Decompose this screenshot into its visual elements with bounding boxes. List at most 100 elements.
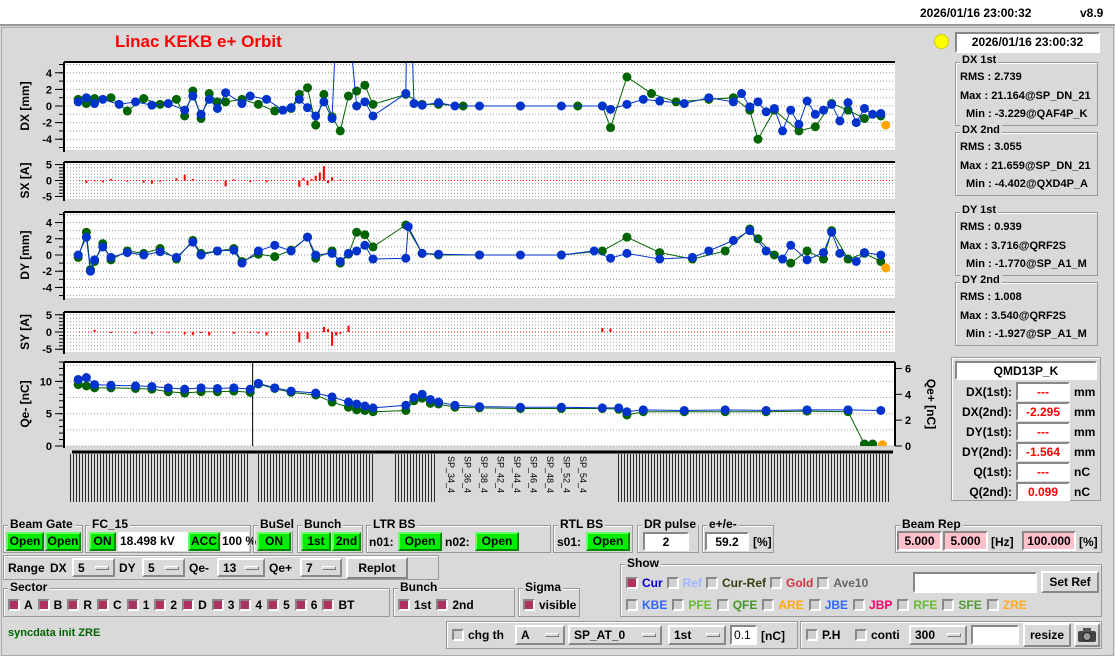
- chg-th-monitor-dropdown[interactable]: SP_AT_0: [568, 625, 662, 645]
- s01-open-button[interactable]: Open: [586, 532, 630, 551]
- sector-label: B: [53, 598, 63, 612]
- range-qe-plus-dropdown[interactable]: 7: [300, 558, 342, 577]
- steering-bar: [191, 332, 194, 336]
- sector-checkbox-4[interactable]: 4: [239, 598, 262, 612]
- chg-th-checkbox[interactable]: chg th: [452, 628, 504, 642]
- bunch-checkbox-2nd[interactable]: 2nd: [436, 598, 474, 612]
- steering-bar: [93, 329, 96, 332]
- show-checkbox-pfe[interactable]: PFE: [672, 598, 712, 612]
- y-axis-label: SY [A]: [18, 314, 32, 350]
- range-dy-dropdown[interactable]: 5: [142, 558, 185, 577]
- bunch-2nd-button[interactable]: 2nd: [332, 532, 361, 551]
- range-dy-value: 5: [148, 561, 155, 575]
- checkbox-icon: [855, 629, 867, 641]
- show-checkbox-rfe[interactable]: RFE: [897, 598, 937, 612]
- beam-rep-label: Beam Rep: [900, 517, 963, 531]
- data-point: [343, 91, 353, 101]
- conti-count-dropdown[interactable]: 300: [909, 625, 967, 645]
- show-checkbox-cur[interactable]: Cur: [626, 576, 663, 590]
- show-checkbox-gold[interactable]: Gold: [770, 576, 813, 590]
- n02-open-button[interactable]: Open: [475, 532, 519, 551]
- sector-checkbox-2[interactable]: 2: [154, 598, 177, 612]
- checkbox-icon: [808, 599, 821, 611]
- steering-bar: [339, 179, 342, 181]
- data-point: [81, 373, 91, 383]
- sector-label: C: [113, 598, 122, 612]
- set-ref-button[interactable]: Set Ref: [1041, 571, 1099, 593]
- sigma-visible-checkbox[interactable]: visible: [523, 598, 576, 612]
- sector-label: Sector: [8, 580, 50, 594]
- rtl-bs-group: RTL BS s01: Open: [553, 517, 633, 553]
- sector-checkbox-1[interactable]: 1: [126, 598, 149, 612]
- show-checkbox-ave10[interactable]: Ave10: [817, 576, 868, 590]
- data-point: [671, 97, 681, 107]
- resize-button[interactable]: resize: [1023, 623, 1071, 647]
- sector-checkbox-6[interactable]: 6: [294, 598, 317, 612]
- chg-th-sector-dropdown[interactable]: A: [515, 625, 565, 645]
- element-label: SP_34_4: [446, 456, 456, 494]
- bunch-checkbox-1st[interactable]: 1st: [398, 598, 431, 612]
- data-point: [786, 105, 796, 115]
- show-checkbox-ref[interactable]: Ref: [666, 576, 702, 590]
- sector-checkbox-5[interactable]: 5: [267, 598, 290, 612]
- ph-checkbox[interactable]: P.H: [806, 628, 840, 642]
- show-checkbox-are[interactable]: ARE: [762, 598, 804, 612]
- sector-checkbox-D[interactable]: D: [182, 598, 207, 612]
- label-cluster: [395, 454, 435, 502]
- fc15-acc-button[interactable]: ACC: [188, 532, 220, 551]
- sector-checkbox-BT[interactable]: BT: [322, 598, 354, 612]
- dr-pulse-group: DR pulse 2: [637, 517, 699, 553]
- chg-th-threshold-input[interactable]: 0.1: [730, 625, 757, 645]
- range-qe-minus-dropdown[interactable]: 13: [217, 558, 265, 577]
- sector-checkbox-B[interactable]: B: [37, 598, 63, 612]
- screenshot-button[interactable]: [1074, 623, 1100, 647]
- ratio-label: e+/e-: [707, 517, 739, 531]
- y-tick-label: 5: [46, 160, 52, 172]
- beam-gate-open-1[interactable]: Open: [6, 532, 44, 551]
- rms-value: 0.939: [994, 221, 1022, 233]
- sector-checkbox-R[interactable]: R: [67, 598, 92, 612]
- sigma-label: Sigma: [523, 580, 564, 594]
- data-point: [753, 97, 763, 107]
- steering-bar: [339, 332, 342, 334]
- sector-checkbox-C[interactable]: C: [97, 598, 122, 612]
- data-point: [311, 111, 321, 121]
- data-point: [417, 100, 427, 110]
- data-point: [761, 405, 771, 415]
- data-point: [450, 101, 460, 111]
- ref-file-input[interactable]: [913, 572, 1037, 593]
- busel-on-button[interactable]: ON: [257, 532, 291, 551]
- n01-open-button[interactable]: Open: [398, 532, 442, 551]
- replot-button[interactable]: Replot: [346, 557, 408, 579]
- show-checkbox-qfe[interactable]: QFE: [716, 598, 757, 612]
- data-point: [403, 222, 413, 232]
- stats-box: DX 1st RMS : 2.739 Max : 21.164@SP_DN_21…: [955, 54, 1098, 126]
- orbit-plots: 4 2 0 -2 -4 DX [mm] 5 0 -5 SX [A] 4 2 0 -2 -4 DY [mm] 5 0…: [18, 61, 938, 454]
- data-point: [859, 113, 869, 123]
- conti-checkbox[interactable]: conti: [855, 628, 900, 642]
- sector-checkbox-3[interactable]: 3: [211, 598, 234, 612]
- beam-gate-open-2[interactable]: Open: [45, 532, 81, 551]
- plot-background: [64, 162, 895, 199]
- show-checkbox-cur-ref[interactable]: Cur-Ref: [706, 576, 766, 590]
- show-checkbox-zre[interactable]: ZRE: [986, 598, 1027, 612]
- show-checkbox-kbe[interactable]: KBE: [626, 598, 667, 612]
- label-cluster: [618, 454, 890, 502]
- show-checkbox-jbe[interactable]: JBE: [808, 598, 848, 612]
- element-label: SP_54_4: [578, 456, 588, 494]
- chg-th-bunch-dropdown[interactable]: 1st: [668, 625, 726, 645]
- fc15-on-button[interactable]: ON: [89, 532, 116, 551]
- show-checkbox-sfe[interactable]: SFE: [942, 598, 982, 612]
- camera-icon: [1078, 628, 1096, 642]
- y-tick-label: -2: [42, 266, 52, 278]
- data-point: [818, 248, 828, 258]
- show-checkbox-jbp[interactable]: JBP: [853, 598, 892, 612]
- bunch-1st-button[interactable]: 1st: [301, 532, 331, 551]
- range-dx-dropdown[interactable]: 5: [72, 558, 115, 577]
- sector-checkbox-A[interactable]: A: [8, 598, 33, 612]
- data-point: [786, 258, 796, 268]
- steering-bar: [314, 175, 317, 181]
- conti-input[interactable]: [971, 625, 1019, 645]
- y-tick-label: -5: [42, 344, 52, 356]
- steering-bar: [326, 329, 329, 332]
